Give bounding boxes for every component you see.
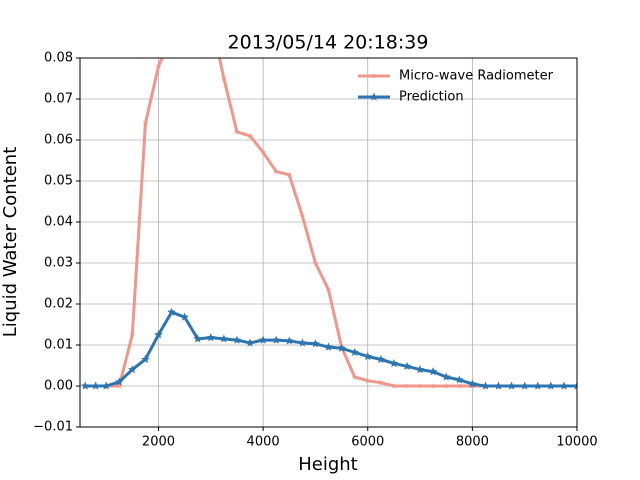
point-marker bbox=[234, 128, 240, 135]
point-marker bbox=[364, 377, 371, 384]
point-marker bbox=[221, 75, 227, 81]
y-tick-label: −0.01 bbox=[33, 420, 73, 435]
point-marker bbox=[298, 338, 307, 347]
y-tick-label: 0.03 bbox=[44, 256, 73, 271]
point-marker bbox=[546, 381, 556, 390]
point-marker bbox=[350, 347, 359, 357]
legend: Micro-wave Radiometer Prediction bbox=[358, 69, 554, 105]
y-tick-label: 0.08 bbox=[44, 51, 73, 66]
y-tick-label: 0.04 bbox=[44, 215, 73, 230]
point-marker bbox=[114, 377, 124, 386]
point-marker bbox=[299, 212, 306, 219]
point-marker bbox=[351, 373, 358, 380]
point-marker bbox=[129, 331, 136, 338]
point-marker bbox=[520, 381, 529, 390]
legend-marker bbox=[369, 92, 379, 101]
point-marker bbox=[404, 383, 410, 389]
point-marker bbox=[80, 381, 90, 390]
point-marker bbox=[128, 365, 137, 374]
x-tick-label: 4000 bbox=[247, 435, 280, 450]
point-marker bbox=[507, 381, 516, 390]
x-tick-label: 10000 bbox=[556, 435, 597, 450]
point-marker bbox=[311, 339, 320, 348]
point-marker bbox=[169, 35, 175, 40]
x-tick-label: 8000 bbox=[456, 435, 489, 450]
y-tick-label: 0.07 bbox=[44, 92, 73, 107]
point-marker bbox=[481, 381, 490, 390]
point-marker bbox=[154, 330, 163, 339]
point-marker bbox=[325, 286, 332, 293]
point-marker bbox=[468, 379, 477, 388]
legend-label: Prediction bbox=[399, 90, 464, 105]
series-line bbox=[85, 310, 577, 388]
point-marker bbox=[245, 338, 255, 347]
point-marker bbox=[206, 333, 216, 342]
y-tick-label: 0.01 bbox=[44, 338, 73, 353]
point-marker bbox=[273, 168, 280, 174]
point-marker bbox=[415, 365, 425, 374]
point-marker bbox=[312, 260, 319, 266]
point-marker bbox=[572, 381, 577, 390]
point-marker bbox=[559, 381, 569, 390]
point-marker bbox=[286, 171, 293, 178]
point-marker bbox=[219, 334, 229, 343]
point-marker bbox=[116, 383, 123, 389]
point-marker bbox=[284, 336, 294, 345]
point-marker bbox=[337, 343, 346, 352]
point-marker bbox=[428, 367, 438, 376]
point-marker bbox=[391, 383, 397, 389]
y-tick-label: 0.00 bbox=[44, 379, 73, 394]
point-marker bbox=[208, 14, 214, 19]
point-marker bbox=[91, 381, 100, 390]
point-marker bbox=[455, 375, 464, 384]
point-marker bbox=[260, 149, 266, 155]
grid bbox=[80, 57, 578, 428]
point-marker bbox=[155, 63, 162, 69]
point-marker bbox=[142, 120, 149, 127]
y-tick-label: 0.02 bbox=[44, 297, 73, 312]
point-marker bbox=[494, 381, 503, 390]
legend-label: Micro-wave Radiometer bbox=[399, 69, 554, 84]
point-marker bbox=[324, 342, 333, 351]
point-marker bbox=[402, 361, 412, 370]
legend-marker bbox=[371, 73, 377, 79]
point-marker bbox=[167, 307, 176, 316]
x-tick-label: 6000 bbox=[351, 435, 384, 450]
point-marker bbox=[141, 354, 150, 363]
y-tick-label: 0.05 bbox=[44, 174, 73, 189]
point-marker bbox=[271, 335, 281, 344]
point-marker bbox=[430, 383, 436, 389]
plot-area bbox=[80, 14, 577, 390]
point-marker bbox=[443, 383, 450, 389]
x-tick-label: 2000 bbox=[142, 435, 175, 450]
point-marker bbox=[389, 358, 399, 368]
point-marker bbox=[232, 335, 242, 344]
point-marker bbox=[180, 312, 189, 321]
y-axis-label: Liquid Water Content bbox=[0, 147, 21, 338]
point-marker bbox=[377, 379, 384, 386]
point-marker bbox=[456, 383, 463, 389]
y-tick-label: 0.06 bbox=[44, 133, 73, 148]
point-marker bbox=[193, 334, 202, 343]
point-marker bbox=[417, 383, 423, 389]
point-marker bbox=[533, 381, 543, 390]
point-marker bbox=[363, 351, 373, 361]
point-marker bbox=[258, 335, 268, 344]
point-marker bbox=[101, 381, 111, 390]
point-marker bbox=[247, 132, 253, 139]
x-axis-label: Height bbox=[298, 454, 358, 475]
axes-frame bbox=[79, 57, 578, 428]
point-marker bbox=[376, 354, 386, 363]
point-marker bbox=[441, 372, 451, 381]
chart-title: 2013/05/14 20:18:39 bbox=[228, 32, 429, 54]
